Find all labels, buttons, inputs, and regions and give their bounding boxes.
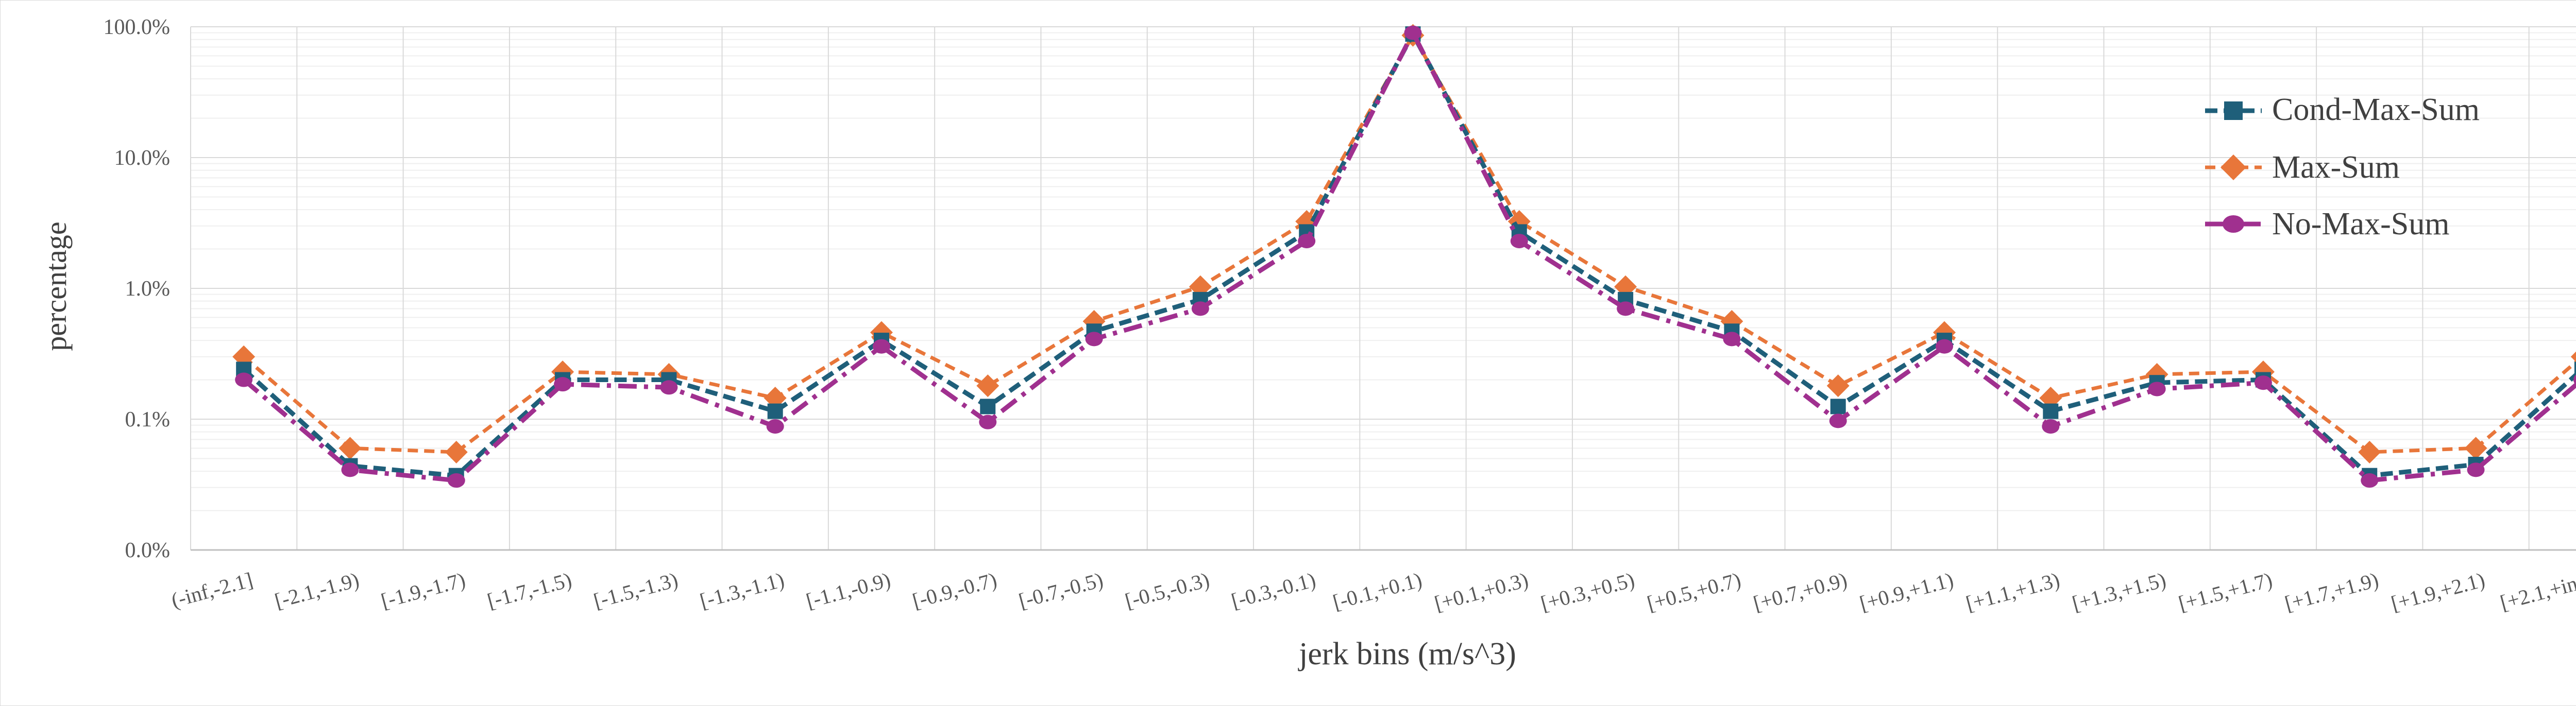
data-point-square [2574, 361, 2576, 377]
x-tick-label: [-0.7,-0.5) [1016, 567, 1106, 613]
x-tick-label: (-inf,-2.1] [168, 567, 255, 612]
x-tick-label: [+0.7,+0.9) [1751, 567, 1850, 615]
data-point-circle [2254, 375, 2272, 390]
legend-label: Max-Sum [2272, 150, 2400, 185]
x-tick-label: [+1.3,+1.5) [2070, 567, 2168, 615]
x-tick-label: [-2.1,-1.9) [272, 567, 362, 613]
data-point-circle [1617, 301, 1635, 316]
x-tick-label: [-0.1,+0.1) [1330, 567, 1425, 614]
legend-entry-max-sum: Max-Sum [2205, 150, 2400, 185]
y-tick-label: 0.0% [125, 539, 171, 562]
data-point-circle [660, 380, 678, 395]
x-tick-label: [+2.1,+inf) [2498, 567, 2576, 614]
x-tick-label: [+1.5,+1.7) [2176, 567, 2275, 615]
data-point-square [2043, 403, 2059, 419]
x-axis-title: jerk bins (m/s^3) [1298, 636, 1516, 671]
y-axis-tick-labels: 0.0% 0.1% 1.0% 10.0% 100.0% [104, 15, 171, 562]
x-tick-label: [+0.1,+0.3) [1432, 567, 1531, 615]
data-point-circle [2042, 419, 2060, 434]
data-point-circle [766, 419, 784, 434]
data-point-circle [1829, 414, 1847, 428]
data-point-circle [554, 377, 572, 392]
data-point-circle [341, 462, 359, 477]
y-tick-label: 100.0% [104, 15, 171, 39]
series-line [242, 33, 2576, 454]
data-point-circle [2148, 382, 2166, 397]
data-point-diamond [2358, 440, 2381, 463]
data-point-circle [1723, 332, 1741, 347]
data-point-diamond [1826, 374, 1850, 398]
data-point-circle [1404, 25, 1422, 40]
x-tick-label: [-0.5,-0.3) [1123, 567, 1212, 613]
series-line [242, 31, 2576, 478]
series-layer [232, 24, 2576, 488]
y-tick-label: 1.0% [125, 277, 171, 301]
data-point-circle [2361, 473, 2379, 488]
x-tick-label: [-1.1,-0.9) [804, 567, 893, 613]
y-axis-title: percentage [39, 221, 73, 351]
data-point-diamond [338, 437, 362, 460]
data-point-square [980, 399, 996, 415]
data-point-diamond [976, 374, 999, 398]
legend-label: Cond-Max-Sum [2272, 92, 2480, 127]
legend-marker-square [2224, 101, 2243, 120]
x-tick-label: [+0.5,+0.7) [1645, 567, 1743, 615]
legend-label: No-Max-Sum [2272, 206, 2449, 242]
y-tick-label: 10.0% [114, 146, 171, 170]
data-point-square [1830, 399, 1846, 415]
legend-marker-diamond [2221, 154, 2246, 180]
legend-entry-no-max-sum: No-Max-Sum [2205, 206, 2449, 242]
data-point-circle [872, 339, 890, 354]
series-max-sum [232, 24, 2576, 463]
x-tick-label: [+1.1,+1.3) [1963, 567, 2062, 615]
data-point-circle [2467, 462, 2485, 477]
x-tick-label: [-1.5,-1.3) [591, 567, 681, 613]
x-tick-label: [-0.9,-0.7) [910, 567, 999, 613]
data-point-circle [2573, 374, 2576, 385]
data-point-circle [1510, 234, 1528, 249]
minor-gridlines [191, 32, 2576, 511]
data-point-circle [235, 372, 253, 387]
x-tick-label: [+1.7,+1.9) [2282, 567, 2381, 615]
legend-marker-circle [2223, 215, 2244, 233]
data-point-diamond [2570, 351, 2576, 362]
x-axis-tick-labels: (-inf,-2.1] [-2.1,-1.9) [-1.9,-1.7) [-1.7,-… [168, 567, 2576, 615]
data-point-circle [1191, 301, 1209, 316]
data-point-circle [1298, 234, 1316, 249]
data-point-square [767, 403, 783, 419]
major-gridlines [190, 26, 2576, 551]
x-tick-label: [-1.3,-1.1) [697, 567, 787, 613]
series-no-max-sum [235, 25, 2576, 488]
data-point-circle [1936, 339, 1954, 354]
legend-entry-cond-max-sum: Cond-Max-Sum [2205, 92, 2480, 127]
x-tick-label: [+0.3,+0.5) [1538, 567, 1637, 615]
x-tick-label: [+1.9,+2.1) [2388, 567, 2487, 615]
x-tick-label: [-1.7,-1.5) [485, 567, 574, 613]
series-line [242, 30, 2576, 483]
data-point-circle [1085, 332, 1103, 347]
x-tick-label: [+0.9,+1.1) [1857, 567, 1956, 615]
y-tick-label: 0.1% [125, 408, 171, 432]
data-point-diamond [445, 440, 468, 463]
x-tick-label: [-1.9,-1.7) [379, 567, 468, 613]
data-point-diamond [2464, 437, 2487, 460]
data-point-circle [979, 415, 997, 429]
legend: Cond-Max-Sum Max-Sum No-Max-Sum [2205, 92, 2480, 242]
data-point-circle [447, 473, 465, 488]
x-tick-label: [-0.3,-0.1) [1229, 567, 1318, 613]
